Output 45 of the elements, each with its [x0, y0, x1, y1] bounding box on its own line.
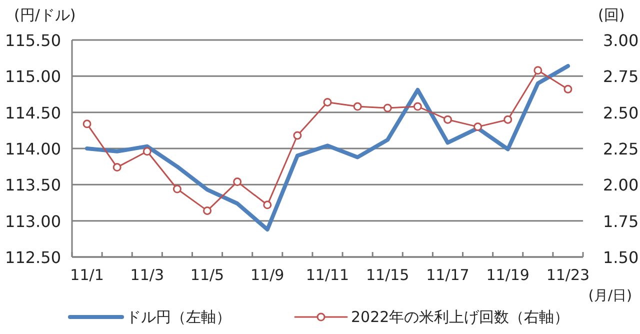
point	[534, 66, 542, 75]
y2-axis-title: (回)	[598, 6, 625, 24]
point	[564, 84, 572, 94]
y-tick-label: 113.00	[5, 212, 61, 231]
x-tick-label: 11/3	[130, 266, 164, 284]
y-axis-title: (円/ドル)	[14, 6, 76, 24]
y2-tick-label: 1.50	[603, 248, 639, 267]
point	[82, 120, 92, 128]
y-tick-label: 112.50	[5, 248, 61, 267]
y-tick-label: 115.00	[5, 67, 61, 86]
legend-label: 2022年の米利上げ回数（右軸）	[351, 308, 570, 326]
point	[383, 104, 392, 112]
point	[353, 102, 362, 111]
y2-tick-label: 2.00	[603, 176, 639, 195]
point	[203, 206, 212, 215]
x-tick-label: 11/11	[306, 266, 350, 284]
x-tick-label: 11/17	[426, 266, 470, 284]
y-tick-label: 113.50	[5, 176, 61, 195]
x-tick-label: 11/23	[546, 266, 590, 284]
x-tick-label: 11/15	[366, 266, 410, 284]
x-axis-title: (月/日)	[588, 288, 632, 304]
point	[323, 98, 332, 106]
point	[172, 184, 182, 194]
x-tick-label: 11/9	[250, 266, 284, 284]
x-tick-label: 11/19	[486, 266, 530, 284]
y-tick-label: 114.50	[5, 103, 61, 122]
point	[504, 115, 512, 124]
x-tick-label: 11/1	[70, 266, 104, 284]
y2-tick-label: 1.75	[603, 212, 639, 231]
y2-tick-label: 3.00	[603, 31, 639, 50]
legend-label: ドル円（左軸）	[126, 308, 231, 326]
y2-tick-label: 2.50	[603, 103, 639, 122]
point	[443, 115, 452, 124]
point	[263, 200, 272, 210]
y2-tick-label: 2.25	[603, 140, 639, 158]
point	[293, 131, 302, 140]
y-tick-label: 115.50	[5, 31, 61, 50]
point	[413, 102, 422, 111]
point	[474, 122, 482, 132]
y2-tick-label: 2.75	[603, 67, 639, 86]
y-tick-label: 114.00	[5, 140, 61, 158]
x-tick-label: 11/5	[190, 266, 224, 284]
point	[142, 147, 152, 156]
point	[112, 163, 122, 172]
point	[233, 178, 242, 186]
